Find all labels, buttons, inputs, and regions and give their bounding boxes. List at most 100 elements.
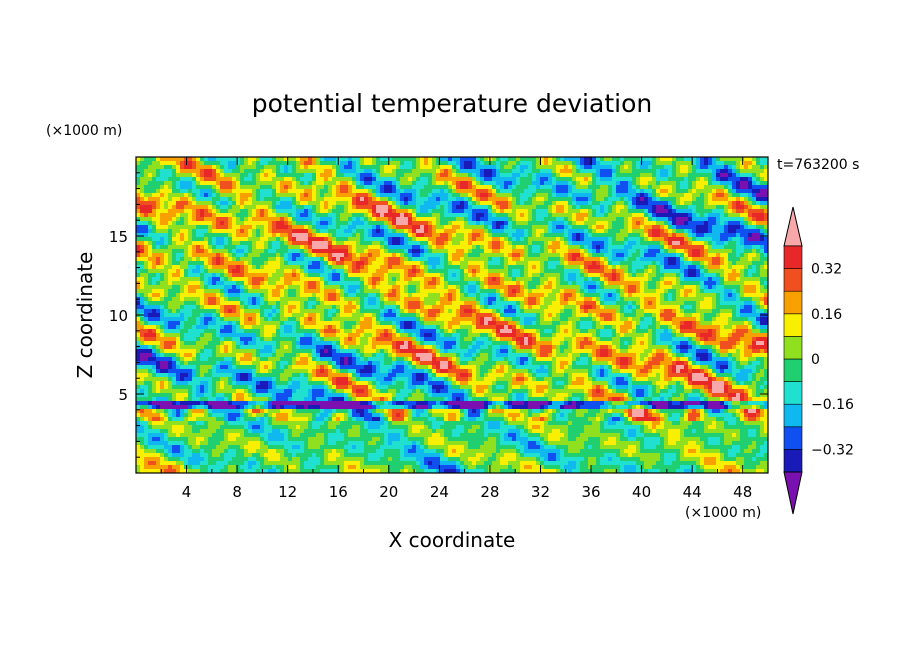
field-cell [328, 209, 333, 214]
field-cell [232, 193, 237, 198]
field-cell [388, 225, 393, 230]
field-cell [212, 281, 217, 286]
field-cell [732, 169, 737, 174]
field-cell [652, 205, 657, 210]
field-cell [676, 169, 681, 174]
field-cell [144, 197, 149, 202]
field-cell [180, 237, 185, 242]
field-cell [668, 217, 673, 222]
field-cell [632, 261, 637, 266]
field-cell [152, 205, 157, 210]
field-cell [160, 173, 165, 178]
field-cell [588, 241, 593, 246]
field-cell [576, 233, 581, 238]
field-cell [220, 209, 225, 214]
field-cell [336, 273, 341, 278]
field-cell [476, 193, 481, 198]
field-cell [260, 169, 265, 174]
field-cell [640, 257, 645, 262]
field-cell [564, 165, 569, 170]
field-cell [352, 253, 357, 258]
field-cell [192, 161, 197, 166]
field-cell [528, 229, 533, 234]
field-cell [512, 165, 517, 170]
field-cell [740, 169, 745, 174]
field-cell [516, 197, 521, 202]
field-cell [160, 181, 165, 186]
field-cell [620, 205, 625, 210]
field-cell [592, 225, 597, 230]
field-cell [448, 281, 453, 286]
field-cell [308, 253, 313, 258]
field-cell [584, 161, 589, 166]
field-cell [596, 233, 601, 238]
field-cell [312, 181, 317, 186]
field-cell [556, 181, 561, 186]
field-cell [692, 249, 697, 254]
field-cell [332, 181, 337, 186]
field-cell [408, 257, 413, 262]
field-cell [184, 245, 189, 250]
field-cell [216, 161, 221, 166]
field-cell [260, 205, 265, 210]
field-cell [708, 245, 713, 250]
field-cell [496, 245, 501, 250]
field-cell [380, 177, 385, 182]
field-cell [240, 221, 245, 226]
field-cell [184, 221, 189, 226]
field-cell [200, 213, 205, 218]
field-cell [352, 201, 357, 206]
field-cell [752, 265, 757, 270]
field-cell [680, 197, 685, 202]
field-cell [356, 237, 361, 242]
field-cell [452, 253, 457, 258]
field-cell [636, 249, 641, 254]
field-cell [252, 261, 257, 266]
field-cell [656, 169, 661, 174]
field-cell [544, 217, 549, 222]
field-cell [344, 273, 349, 278]
field-cell [388, 229, 393, 234]
field-cell [276, 245, 281, 250]
field-cell [488, 213, 493, 218]
field-cell [444, 217, 449, 222]
field-cell [476, 253, 481, 258]
field-cell [360, 189, 365, 194]
field-cell [644, 205, 649, 210]
field-cell [216, 229, 221, 234]
field-cell [192, 245, 197, 250]
field-cell [440, 213, 445, 218]
field-cell [720, 245, 725, 250]
field-cell [192, 233, 197, 238]
field-cell [172, 185, 177, 190]
field-cell [748, 241, 753, 246]
field-cell [544, 253, 549, 258]
field-cell [164, 173, 169, 178]
field-cell [496, 225, 501, 230]
field-cell [256, 261, 261, 266]
field-cell [296, 281, 301, 286]
field-cell [560, 241, 565, 246]
field-cell [500, 225, 505, 230]
field-cell [252, 229, 257, 234]
field-cell [688, 209, 693, 214]
field-cell [160, 225, 165, 230]
field-cell [160, 185, 165, 190]
field-cell [588, 193, 593, 198]
field-cell [600, 241, 605, 246]
field-cell [196, 257, 201, 262]
field-cell [644, 249, 649, 254]
field-cell [540, 217, 545, 222]
field-cell [256, 237, 261, 242]
field-cell [152, 237, 157, 242]
field-cell [260, 273, 265, 278]
field-cell [688, 181, 693, 186]
field-cell [572, 193, 577, 198]
field-cell [360, 213, 365, 218]
field-cell [264, 161, 269, 166]
field-cell [692, 269, 697, 274]
field-cell [272, 261, 277, 266]
field-cell [568, 189, 573, 194]
field-cell [540, 277, 545, 282]
field-cell [196, 177, 201, 182]
